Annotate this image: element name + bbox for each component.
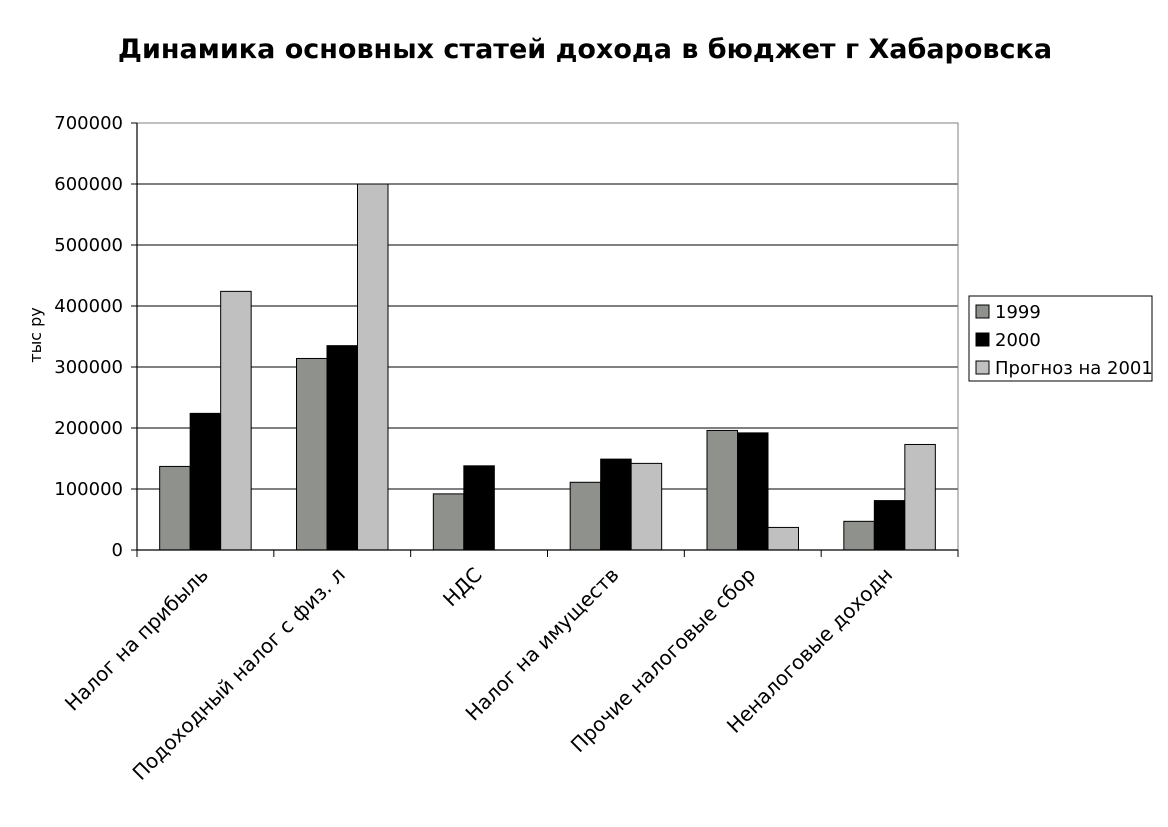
- y-tick-label: 100000: [54, 479, 123, 500]
- y-ticks: 0 100000 200000 300000 400000 500000 600000 700…: [54, 113, 137, 561]
- bar-прогноз-на-2001-1: [357, 183, 389, 551]
- bar-1999-3: [569, 481, 602, 551]
- bar-1999-4: [706, 429, 738, 551]
- bar-2000-3: [600, 458, 632, 551]
- chart-title: Динамика основных статей дохода в бюджет…: [118, 34, 1052, 65]
- legend-swatch-2000: [975, 332, 990, 347]
- bar-1999-2: [432, 493, 465, 551]
- legend-swatch-forecast: [975, 360, 990, 375]
- legend-label-forecast: Прогноз на 2001: [995, 358, 1153, 379]
- legend-label-2000: 2000: [995, 330, 1041, 351]
- x-category-label: Налог на прибыль: [60, 563, 213, 716]
- bar-прогноз-на-2001-0: [220, 290, 252, 551]
- gridlines: [137, 122, 958, 490]
- bar-2000-4: [737, 432, 769, 551]
- legend-box: [968, 295, 1153, 382]
- bar-2000-1: [326, 345, 358, 551]
- bar-1999-0: [159, 465, 191, 551]
- bar-прогноз-на-2001-3: [630, 462, 663, 551]
- bar-2000-5: [873, 500, 906, 551]
- y-tick-label: 500000: [54, 235, 123, 256]
- y-tick-label: 200000: [54, 418, 123, 439]
- x-category-label: НДС: [438, 563, 487, 612]
- bars: [159, 183, 936, 551]
- x-category-label: Подоходный налог с физ. л: [128, 563, 350, 785]
- y-tick-label: 700000: [54, 113, 123, 134]
- bar-прогноз-на-2001-4: [767, 526, 799, 551]
- legend: 1999 2000 Прогноз на 2001: [968, 295, 1153, 382]
- bar-1999-1: [296, 357, 328, 551]
- legend-swatch-1999: [975, 304, 990, 319]
- x-category-label: Налог на имуществ: [461, 563, 624, 726]
- bar-2000-2: [463, 465, 495, 551]
- legend-label-1999: 1999: [995, 302, 1041, 323]
- y-tick-label: 600000: [54, 174, 123, 195]
- y-tick-label: 400000: [54, 296, 123, 317]
- y-tick-label: 300000: [54, 357, 123, 378]
- bar-1999-5: [843, 520, 875, 551]
- y-tick-label: 0: [112, 540, 123, 561]
- bar-прогноз-на-2001-5: [904, 443, 936, 551]
- plot-area: [136, 122, 959, 551]
- bar-2000-0: [189, 412, 222, 551]
- y-axis-label: тыс ру: [26, 307, 45, 362]
